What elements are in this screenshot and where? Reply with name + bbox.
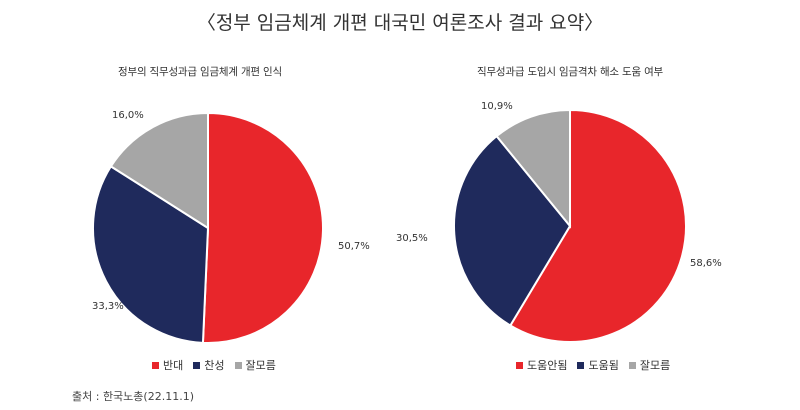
- legend-label: 반대: [163, 359, 184, 372]
- legend-item: 잘모름: [628, 357, 671, 373]
- legend-label: 찬성: [204, 359, 225, 372]
- legend-item: 반대: [152, 357, 183, 373]
- chart-title-left: 정부의 직무성과급 임금체계 개편 인식: [118, 66, 282, 78]
- page-title: 〈정부 임금체계 개편 대국민 여론조사 결과 요약〉: [196, 12, 604, 34]
- legend-left: 반대 찬성 잘모름: [152, 357, 276, 373]
- pie-slice-반대: [201, 111, 324, 344]
- data-label: 16,0%: [112, 110, 144, 121]
- legend-swatch: [152, 361, 159, 369]
- source-note: 출처 : 한국노총(22.11.1): [72, 390, 194, 403]
- pie-slice-도움안됨: [508, 108, 687, 343]
- legend-swatch: [516, 361, 523, 369]
- legend-right: 도움안됨 도움됨 잘모름: [516, 357, 670, 373]
- data-label: 30,5%: [396, 233, 428, 244]
- legend-item: 도움됨: [577, 357, 619, 373]
- legend-label: 잘모름: [639, 359, 671, 372]
- legend-swatch: [193, 361, 201, 369]
- legend-item: 도움안됨: [516, 357, 567, 373]
- pie-slice-도움됨: [453, 134, 572, 327]
- data-label: 50,7%: [338, 241, 370, 252]
- pie-slice-잘모름: [495, 108, 571, 229]
- legend-label: 도움됨: [588, 359, 619, 372]
- legend-swatch: [577, 361, 585, 369]
- chart-title-right: 직무성과급 도입시 임금격차 해소 도움 여부: [477, 66, 663, 78]
- legend-swatch: [234, 361, 242, 369]
- legend-item: 찬성: [193, 357, 225, 373]
- data-label: 10,9%: [481, 101, 513, 112]
- data-label: 33,3%: [92, 301, 124, 312]
- legend-item: 잘모름: [234, 357, 276, 373]
- pie-slice-잘모름: [109, 111, 209, 230]
- legend-label: 도움안됨: [527, 359, 568, 372]
- legend-swatch: [628, 361, 636, 369]
- data-label: 58,6%: [690, 258, 722, 269]
- legend-label: 잘모름: [245, 359, 276, 372]
